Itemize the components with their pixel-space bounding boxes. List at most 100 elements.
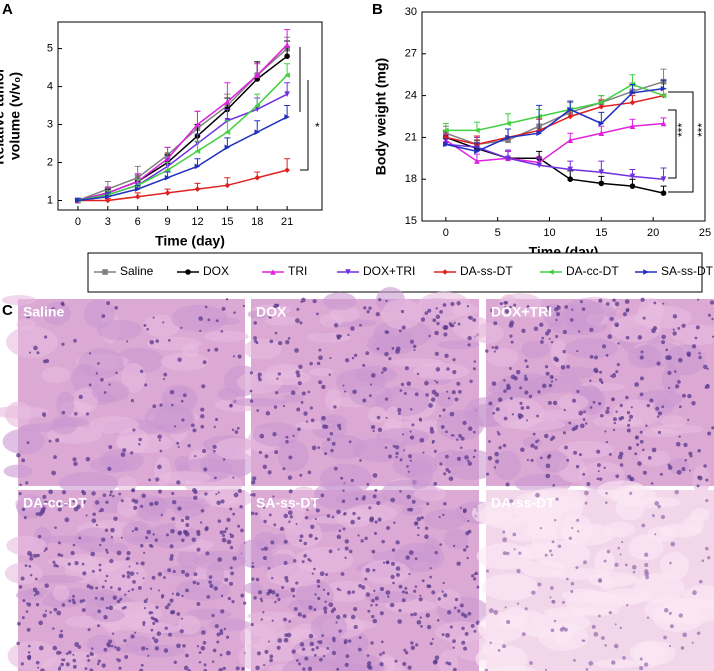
nucleus [135,562,139,565]
nucleus [316,361,321,366]
series-line [77,44,288,202]
nucleus [381,371,384,374]
y-tick-label: 3 [47,118,53,130]
marker [254,72,261,78]
nucleus [687,418,690,421]
nucleus [113,516,118,521]
nucleus [272,432,277,437]
nucleus [159,449,163,453]
nucleus [277,638,283,643]
tissue-patch [243,338,282,360]
nucleus [605,302,610,306]
histology-image: DA-ss-DT [471,480,714,671]
nucleus [38,511,43,517]
nucleus [504,309,510,314]
nucleus [214,347,219,352]
nucleus [495,407,500,412]
nucleus [357,647,362,652]
tissue-patch [0,405,49,419]
nucleus [171,516,176,521]
nucleus [403,648,407,652]
tissue-patch [239,623,276,649]
plot-frame [421,11,706,222]
nucleus [553,619,557,623]
nucleus [35,590,40,596]
nucleus [388,356,392,361]
nucleus [525,365,529,369]
nucleus [577,330,581,333]
nucleus [249,371,254,375]
nucleus [181,594,184,598]
nucleus [282,467,286,471]
nucleus [429,567,432,570]
nucleus [452,544,456,548]
nucleus [81,608,86,612]
marker [284,114,290,120]
nucleus [178,530,182,535]
nucleus [550,628,555,633]
nucleus [131,498,136,503]
nucleus [614,623,617,626]
nucleus [384,397,389,401]
nucleus [143,607,147,610]
nucleus [493,466,497,469]
nucleus [107,643,112,648]
nucleus [581,307,586,311]
nucleus [608,611,613,615]
nucleus [88,352,92,355]
nucleus [215,493,218,496]
y-tick-label: 18 [405,173,417,185]
nucleus [486,472,490,476]
nucleus [445,454,449,459]
legend-marker [270,269,276,275]
tissue-patch [64,615,102,628]
nucleus [223,627,227,631]
nucleus [462,548,467,552]
nucleus [401,598,406,603]
nucleus [35,660,40,665]
nucleus [562,600,566,604]
tissue-patch [659,523,703,538]
y-tick-label: 21 [405,131,417,143]
nucleus [707,431,712,436]
nucleus [630,406,633,409]
tissue-patch [626,496,682,509]
nucleus [60,554,64,557]
tissue-patch [550,339,568,368]
nucleus [645,424,648,428]
nucleus [213,449,216,453]
nucleus [416,620,422,625]
nucleus [344,556,347,560]
nucleus [198,316,203,321]
nucleus [275,593,280,598]
nucleus [81,562,85,566]
nucleus [196,645,200,648]
nucleus [472,455,476,459]
legend-label: TRI [288,264,307,278]
tissue-patch [83,299,115,329]
nucleus [162,321,165,324]
x-tick-label: 20 [647,227,659,239]
x-tick-label: 6 [135,216,141,228]
nucleus [395,566,401,571]
tissue-patch [323,292,357,311]
nucleus [407,665,412,670]
nucleus [85,514,88,517]
nucleus [551,435,556,440]
nucleus [32,587,38,592]
nucleus [262,555,268,561]
nucleus [654,501,660,506]
series-line [445,83,664,132]
nucleus [28,564,32,568]
nucleus [268,315,272,319]
tissue-patch [670,324,714,345]
nucleus [52,645,58,651]
nucleus [89,651,93,654]
nucleus [61,658,64,661]
tissue-patch [558,440,614,459]
annotation: *** [675,123,689,137]
nucleus [202,360,207,365]
nucleus [668,611,672,615]
nucleus [670,541,676,547]
nucleus [430,397,436,402]
